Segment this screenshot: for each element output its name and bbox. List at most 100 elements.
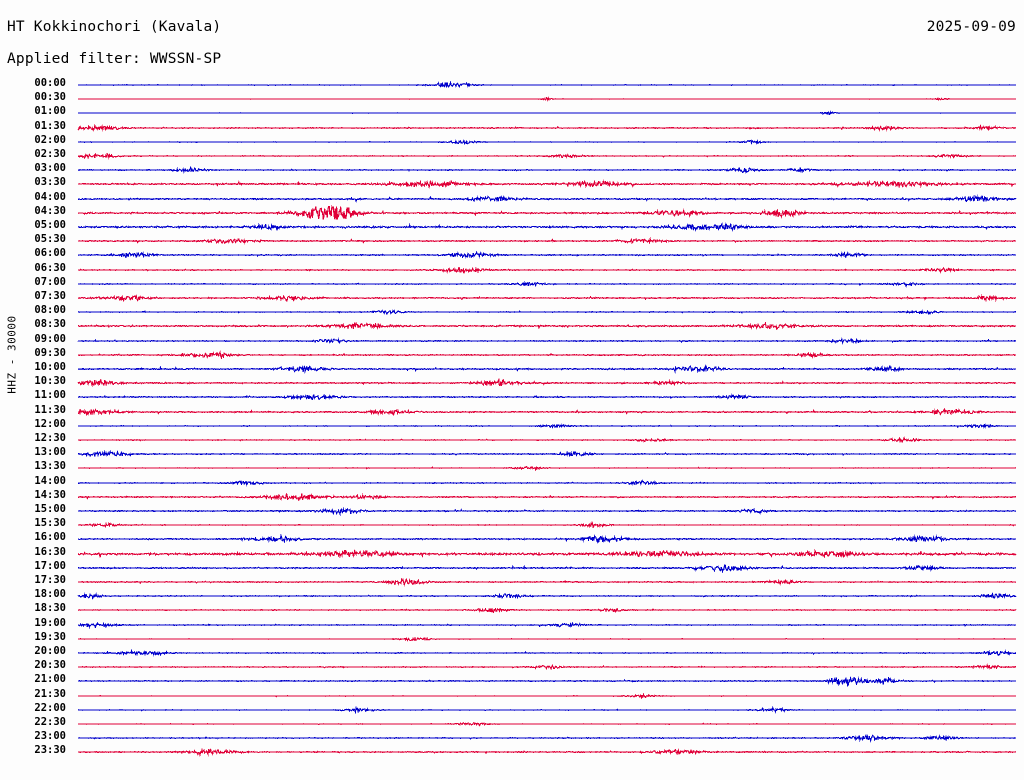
trace-row: 22:30 (0, 717, 1024, 731)
row-time-label: 05:00 (34, 219, 66, 231)
applied-filter-label: Applied filter: WWSSN-SP (7, 51, 222, 67)
row-time-label: 23:30 (34, 744, 66, 757)
trace-row: 17:00 (0, 559, 1024, 575)
row-time-label: 16:30 (34, 545, 66, 558)
row-time-label: 15:30 (34, 517, 66, 530)
trace-waveform (77, 177, 1017, 191)
trace-waveform (77, 291, 1017, 305)
row-time-label: 00:30 (34, 91, 66, 104)
trace-row: 03:30 (0, 177, 1024, 191)
row-time-label: 02:30 (34, 148, 66, 160)
row-time-label: 09:30 (34, 346, 66, 359)
trace-row: 02:30 (0, 149, 1024, 163)
trace-row: 05:00 (0, 220, 1024, 234)
trace-waveform (77, 248, 1017, 262)
trace-waveform (77, 461, 1017, 475)
trace-row: 09:30 (0, 346, 1024, 362)
trace-waveform (77, 121, 1017, 135)
page-title: HT Kokkinochori (Kavala) (7, 19, 222, 35)
trace-waveform (77, 618, 1017, 632)
row-time-label: 22:00 (34, 701, 66, 714)
helicorder-plot: 00:00 00:30 01:00 01:30 02:00 02:30 03:00 03:30… (0, 78, 1024, 770)
row-time-label: 10:30 (34, 375, 66, 388)
trace-waveform (77, 376, 1017, 390)
row-time-label: 07:30 (34, 290, 66, 302)
row-time-label: 14:00 (34, 474, 66, 487)
row-time-label: 23:00 (34, 730, 66, 743)
trace-row: 14:00 (0, 474, 1024, 490)
trace-waveform (77, 532, 1017, 546)
row-time-label: 14:30 (34, 488, 66, 501)
trace-waveform (77, 547, 1017, 561)
trace-waveform (77, 731, 1017, 745)
trace-row: 15:30 (0, 518, 1024, 532)
trace-waveform (77, 220, 1017, 234)
trace-waveform (77, 362, 1017, 376)
trace-row: 11:30 (0, 403, 1024, 419)
trace-waveform (77, 660, 1017, 674)
trace-row: 06:00 (0, 248, 1024, 262)
trace-row: 22:00 (0, 701, 1024, 717)
row-time-label: 13:30 (34, 460, 66, 473)
trace-row: 19:00 (0, 616, 1024, 632)
row-time-label: 19:00 (34, 616, 66, 629)
trace-row: 04:30 (0, 204, 1024, 220)
trace-waveform (77, 78, 1017, 92)
row-time-label: 09:00 (34, 332, 66, 345)
trace-row: 10:30 (0, 376, 1024, 390)
trace-row: 00:30 (0, 92, 1024, 106)
trace-waveform (77, 589, 1017, 603)
trace-row: 23:30 (0, 745, 1024, 759)
row-time-label: 17:00 (34, 559, 66, 572)
trace-row: 17:30 (0, 575, 1024, 589)
trace-waveform (77, 305, 1017, 319)
trace-waveform (77, 703, 1017, 717)
trace-waveform (77, 646, 1017, 660)
row-time-label: 11:30 (34, 403, 66, 416)
trace-waveform (77, 106, 1017, 120)
trace-waveform (77, 745, 1017, 759)
row-time-label: 00:00 (34, 77, 66, 89)
row-time-label: 04:00 (34, 190, 66, 203)
trace-waveform (77, 561, 1017, 575)
row-time-label: 19:30 (34, 630, 66, 643)
trace-waveform (77, 674, 1017, 688)
trace-row: 09:00 (0, 332, 1024, 348)
trace-row: 21:00 (0, 674, 1024, 688)
trace-row: 21:30 (0, 688, 1024, 703)
trace-row: 16:00 (0, 532, 1024, 546)
trace-row: 20:00 (0, 646, 1024, 660)
trace-waveform (77, 334, 1017, 348)
row-time-label: 01:00 (34, 105, 66, 118)
trace-row: 08:00 (0, 305, 1024, 319)
trace-row: 19:30 (0, 630, 1024, 646)
trace-waveform (77, 204, 1017, 220)
trace-waveform (77, 490, 1017, 504)
row-time-label: 17:30 (34, 574, 66, 586)
trace-row: 11:00 (0, 390, 1024, 404)
row-time-label: 18:00 (34, 588, 66, 601)
trace-row: 10:00 (0, 362, 1024, 376)
trace-waveform (77, 689, 1017, 703)
trace-waveform (77, 476, 1017, 490)
trace-waveform (77, 603, 1017, 617)
row-time-label: 22:30 (34, 716, 66, 728)
trace-waveform (77, 433, 1017, 447)
trace-row: 20:30 (0, 660, 1024, 674)
trace-row: 01:30 (0, 120, 1024, 135)
trace-waveform (77, 447, 1017, 461)
trace-row: 16:30 (0, 545, 1024, 561)
trace-waveform (77, 149, 1017, 163)
trace-waveform (77, 163, 1017, 177)
trace-row: 00:00 (0, 78, 1024, 92)
trace-waveform (77, 263, 1017, 277)
trace-waveform (77, 319, 1017, 333)
trace-waveform (77, 348, 1017, 362)
trace-row: 01:00 (0, 106, 1024, 120)
row-time-label: 10:00 (34, 361, 66, 373)
row-time-label: 04:30 (34, 204, 66, 217)
trace-row: 12:30 (0, 433, 1024, 447)
trace-row: 07:00 (0, 276, 1024, 291)
row-time-label: 13:00 (34, 446, 66, 459)
